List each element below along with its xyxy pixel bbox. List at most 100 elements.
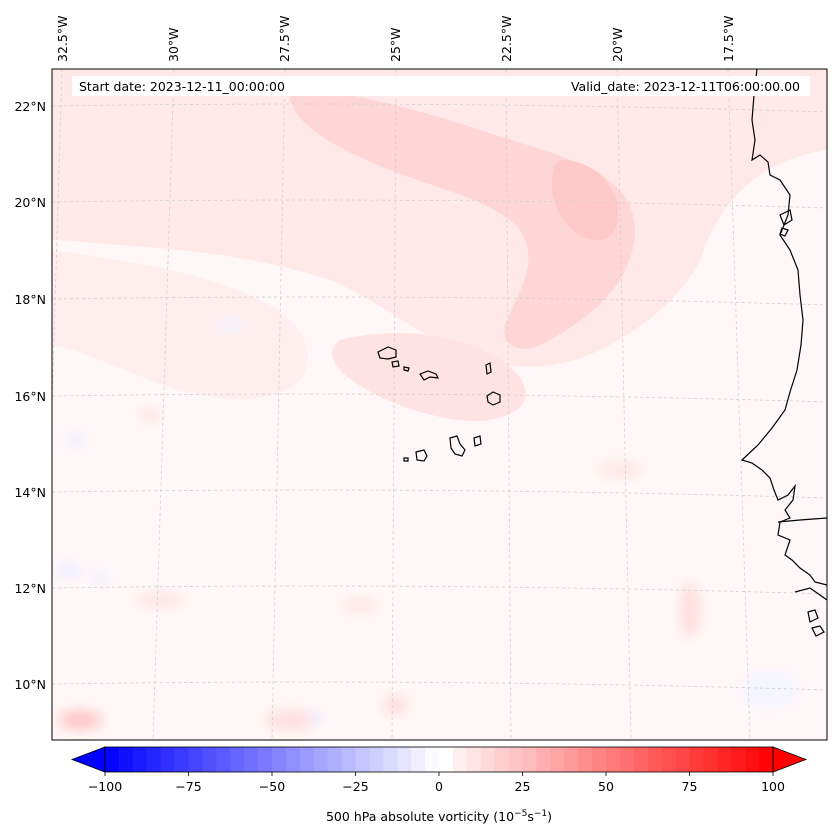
lat-label: 10°N — [14, 677, 46, 692]
colorbar-cell — [536, 747, 551, 772]
colorbar-cell — [105, 747, 120, 772]
island-fogo — [415, 449, 428, 462]
colorbar-cell — [272, 747, 287, 772]
colorbar-cell — [592, 747, 607, 772]
lon-label: 17.5°W — [721, 16, 736, 62]
colorbar-tick-label: 0 — [435, 779, 443, 794]
vorticity-blob — [342, 599, 378, 611]
parallel-line — [52, 103, 827, 113]
parallel-line — [52, 681, 827, 691]
colorbar-cell — [313, 747, 329, 772]
start-date-text: Start date: 2023-12-11_00:00:00 — [79, 79, 285, 94]
colorbar-cell — [230, 747, 245, 772]
island-sao-vicente — [391, 360, 400, 368]
colorbar-cell — [522, 747, 537, 772]
coastlines — [377, 69, 827, 637]
vorticity-blob — [740, 670, 800, 710]
colorbar-cell — [118, 747, 134, 772]
island-sal — [485, 362, 492, 375]
colorbar-cell — [717, 747, 732, 772]
colorbar-cell — [508, 747, 523, 772]
colorbar-cell — [355, 747, 370, 772]
vorticity-region-core — [290, 85, 635, 349]
colorbar-cell — [397, 747, 412, 772]
map-panel: Start date: 2023-12-11_00:00:00 Valid_da… — [14, 16, 828, 741]
colorbar-cell — [759, 747, 774, 772]
lat-label: 20°N — [14, 195, 46, 210]
colorbar-tick-label: −100 — [88, 779, 122, 794]
gambia-estuary — [777, 517, 827, 523]
map-frame — [51, 68, 828, 741]
colorbar-cell — [369, 747, 384, 772]
colorbar-tick-label: −25 — [342, 779, 368, 794]
vorticity-blob — [58, 711, 102, 729]
colorbar-cell — [619, 747, 635, 772]
colorbar-cell — [202, 747, 217, 772]
vorticity-blob — [54, 562, 82, 578]
colorbar-cell — [675, 747, 690, 772]
island-santiago — [449, 435, 466, 457]
island-sao-nicolau — [419, 370, 440, 381]
colorbar-cell — [174, 747, 189, 772]
parallel-line — [52, 393, 827, 403]
bijagos-islands — [807, 609, 825, 637]
vorticity-blob — [216, 319, 244, 331]
vorticity-blob — [680, 582, 700, 638]
colorbar-cell — [258, 747, 273, 772]
colorbar-label: 500 hPa absolute vorticity (10−5s−1) — [326, 809, 552, 824]
colorbar-label-exp1: −5 — [514, 809, 527, 819]
date-banner — [72, 76, 810, 96]
vorticity-region-north — [52, 69, 827, 367]
colorbar-label-exp2: −1 — [534, 809, 547, 819]
island-boa-vista — [486, 391, 501, 406]
colorbar-label-base: 500 hPa absolute vorticity (10 — [326, 809, 514, 824]
colorbar-cell — [132, 747, 148, 772]
colorbar-cell — [689, 747, 704, 772]
colorbar-min-extend-arrow — [70, 746, 106, 773]
colorbar-cell — [425, 747, 440, 772]
colorbar-label-mid: s — [527, 809, 534, 824]
meridian-line — [152, 69, 175, 740]
vorticity-blobs — [54, 319, 800, 730]
colorbar-max-extend-arrow — [772, 746, 808, 773]
colorbar-tick-label: 25 — [515, 779, 531, 794]
colorbar-cell — [647, 747, 663, 772]
meridian-line — [727, 69, 751, 740]
parallel-line — [52, 585, 827, 595]
vorticity-field — [52, 69, 827, 730]
colorbar-cell — [578, 747, 593, 772]
colorbar-cell — [703, 747, 718, 772]
guinea-bissau-coast — [794, 587, 827, 601]
colorbar-cell — [480, 747, 496, 772]
colorbar-tick-label: −75 — [175, 779, 201, 794]
vorticity-region-max — [552, 160, 619, 241]
lon-label: 27.5°W — [277, 16, 292, 62]
colorbar-tick-label: 75 — [682, 779, 698, 794]
island-brava — [403, 457, 409, 462]
lon-label: 20°W — [610, 27, 625, 62]
colorbar-cell — [216, 747, 231, 772]
colorbar-cell — [341, 747, 356, 772]
vorticity-blob — [265, 710, 315, 730]
colorbar-ticks: −100 −75 −50 −25 0 25 50 75 100 — [88, 772, 785, 794]
colorbar-cell — [327, 747, 342, 772]
vorticity-blob — [135, 592, 185, 608]
colorbar-cell — [383, 747, 398, 772]
island-maio — [473, 435, 482, 447]
latitude-labels: 22°N 20°N 18°N 16°N 14°N 12°N 10°N — [14, 99, 46, 692]
colorbar-tick-label: −50 — [259, 779, 285, 794]
colorbar-cell — [146, 747, 162, 772]
lon-label: 32.5°W — [55, 16, 70, 62]
colorbar-cell — [661, 747, 676, 772]
colorbar-cell — [188, 747, 203, 772]
colorbar-tick-label: 50 — [598, 779, 614, 794]
parallel-line — [52, 199, 827, 209]
colorbar-tick-label: 100 — [761, 779, 785, 794]
meridian-line — [505, 69, 512, 740]
colorbar-cell — [439, 747, 454, 772]
colorbar-cell — [745, 747, 760, 772]
meridian-line — [616, 69, 632, 740]
lat-label: 12°N — [14, 581, 46, 596]
lat-label: 22°N — [14, 99, 46, 114]
